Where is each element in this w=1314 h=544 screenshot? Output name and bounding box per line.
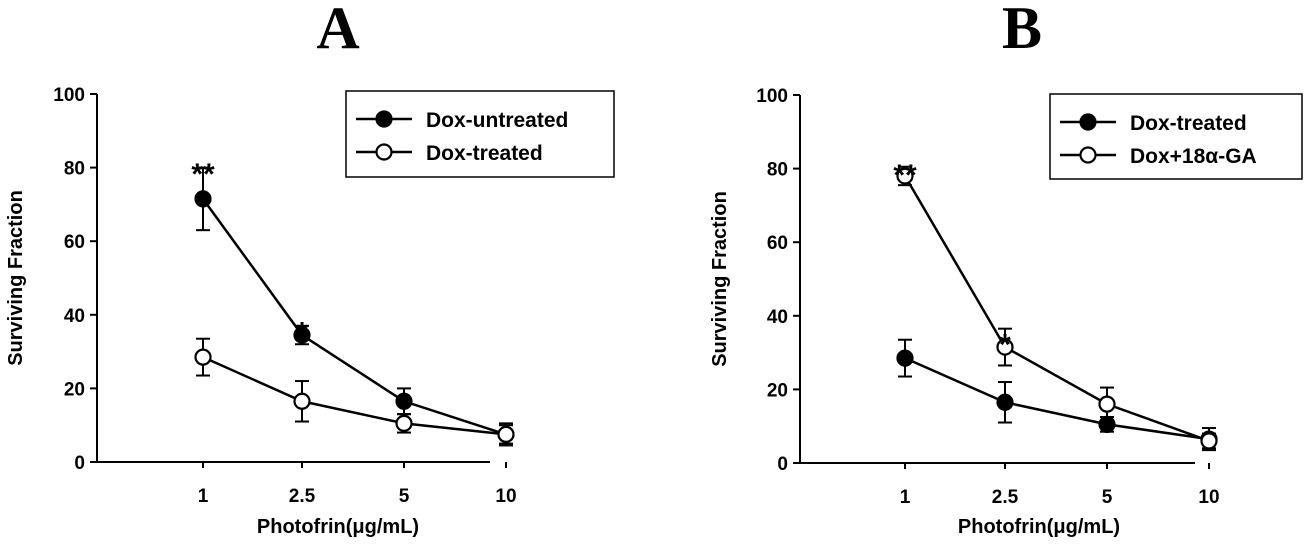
legend-label: Dox-untreated — [426, 109, 568, 132]
legend-label: Dox-treated — [1130, 112, 1247, 135]
x-axis-title: Photofrin(μg/mL) — [958, 516, 1120, 538]
x-tick-label: 10 — [495, 486, 516, 507]
significance-annotation: * — [296, 316, 308, 349]
x-tick-label: 5 — [399, 486, 410, 507]
data-point — [1098, 395, 1116, 413]
data-point — [497, 425, 515, 443]
y-tick-label: 20 — [64, 379, 85, 400]
x-axis-title: Photofrin(μg/mL) — [257, 516, 419, 538]
data-point — [194, 190, 212, 208]
legend-label: Dox+18α-GA — [1130, 145, 1257, 168]
y-tick-label: 60 — [767, 233, 788, 254]
legend-marker — [1079, 146, 1097, 164]
legend-marker — [375, 143, 393, 161]
data-point — [293, 326, 311, 344]
panel-b: B 0 20 40 60 80 100 1 2.5 5 10 Photofrin(μg/mL) Surv… — [709, 0, 1303, 538]
data-point — [395, 392, 413, 410]
series-line — [202, 355, 507, 436]
y-tick-label: 100 — [53, 85, 85, 106]
data-point — [996, 393, 1014, 411]
panel-a: A 0 20 40 60 80 100 1 2.5 5 10 Photofrin(μg/mL) Surv… — [5, 0, 615, 538]
significance-annotation: ** — [191, 158, 215, 191]
significance-annotation: ** — [893, 159, 917, 192]
data-point — [194, 348, 212, 366]
legend-box — [345, 90, 615, 178]
legend-marker — [375, 110, 393, 128]
data-point — [896, 167, 914, 185]
x-tick-label: 1 — [198, 486, 209, 507]
significance-annotation: * — [999, 329, 1011, 362]
x-tick-label: 2.5 — [992, 487, 1019, 508]
data-point — [1200, 432, 1218, 450]
x-tick-label: 5 — [1102, 487, 1113, 508]
y-tick-label: 0 — [777, 454, 788, 475]
y-tick-label: 40 — [767, 307, 788, 328]
panel-label: B — [1002, 0, 1042, 61]
x-tick-label: 2.5 — [289, 486, 316, 507]
x-tick-label: 10 — [1198, 487, 1219, 508]
series-line — [903, 175, 1210, 443]
y-tick-label: 60 — [64, 232, 85, 253]
legend-label: Dox-treated — [426, 142, 543, 165]
y-tick-label: 20 — [767, 380, 788, 401]
y-tick-label: 40 — [64, 306, 85, 327]
y-tick-label: 100 — [756, 86, 788, 107]
data-point — [996, 338, 1014, 356]
y-axis-title: Surviving Fraction — [5, 190, 27, 366]
legend-marker — [1079, 113, 1097, 131]
y-axis-title: Surviving Fraction — [709, 191, 731, 367]
legend-box — [1049, 93, 1303, 180]
y-tick-label: 80 — [64, 159, 85, 180]
data-point — [896, 349, 914, 367]
y-tick-label: 0 — [74, 453, 85, 474]
series-line — [201, 198, 507, 436]
series-line — [904, 356, 1210, 441]
panel-label: A — [316, 0, 359, 61]
data-point — [395, 414, 413, 432]
data-point — [293, 392, 311, 410]
x-tick-label: 1 — [900, 487, 911, 508]
y-tick-label: 80 — [767, 160, 788, 181]
